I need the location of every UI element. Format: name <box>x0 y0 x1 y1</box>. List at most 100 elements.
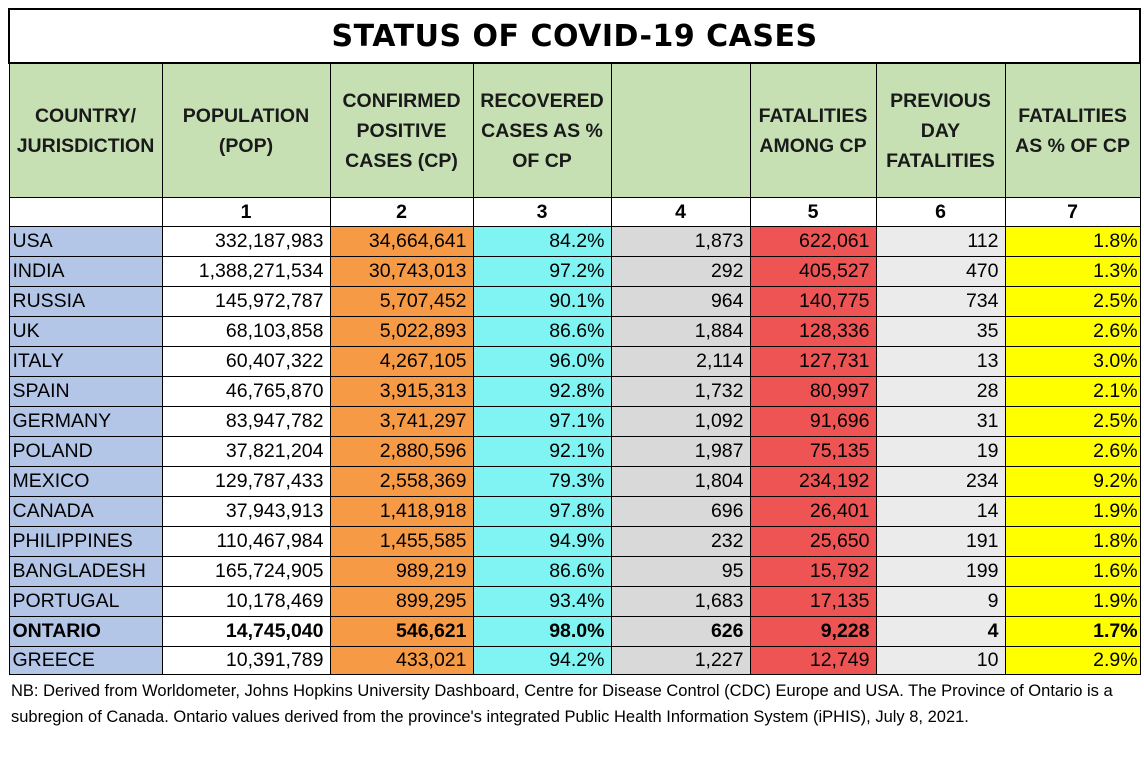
table-row: GERMANY 83,947,782 3,741,297 97.1% 1,092 91,6… <box>8 406 1141 437</box>
country-cell: USA <box>8 226 163 257</box>
column-4-cell: 232 <box>610 526 751 557</box>
previous-day-cell: 9 <box>875 586 1006 617</box>
column-4-cell: 696 <box>610 496 751 527</box>
column-number: 3 <box>472 197 612 227</box>
fatality-pct-cell: 1.9% <box>1004 586 1141 617</box>
header-country: COUNTRY/ JURISDICTION <box>8 62 163 198</box>
fatalities-cell: 25,650 <box>749 526 877 557</box>
confirmed-cell: 433,021 <box>329 646 474 675</box>
recovered-cell: 90.1% <box>472 286 612 317</box>
previous-day-cell: 19 <box>875 436 1006 467</box>
population-cell: 165,724,905 <box>161 556 331 587</box>
previous-day-cell: 13 <box>875 346 1006 377</box>
column-number: 4 <box>610 197 751 227</box>
column-4-cell: 1,804 <box>610 466 751 497</box>
confirmed-cell: 2,558,369 <box>329 466 474 497</box>
fatality-pct-cell: 2.9% <box>1004 646 1141 675</box>
country-cell: ONTARIO <box>8 616 163 647</box>
header-confirmed: CONFIRMED POSITIVE CASES (CP) <box>329 62 474 198</box>
fatalities-cell: 26,401 <box>749 496 877 527</box>
table-row: PHILIPPINES 110,467,984 1,455,585 94.9% 232 2… <box>8 526 1141 557</box>
previous-day-cell: 14 <box>875 496 1006 527</box>
previous-day-cell: 28 <box>875 376 1006 407</box>
column-number: 6 <box>875 197 1006 227</box>
fatalities-cell: 622,061 <box>749 226 877 257</box>
confirmed-cell: 1,455,585 <box>329 526 474 557</box>
table-title: STATUS OF COVID-19 CASES <box>7 8 1142 64</box>
column-4-cell: 292 <box>610 256 751 287</box>
recovered-cell: 93.4% <box>472 586 612 617</box>
fatality-pct-cell: 2.6% <box>1004 436 1141 467</box>
country-cell: SPAIN <box>8 376 163 407</box>
header-population: POPULATION (POP) <box>161 62 331 198</box>
previous-day-cell: 4 <box>875 616 1006 647</box>
confirmed-cell: 5,707,452 <box>329 286 474 317</box>
fatality-pct-cell: 1.3% <box>1004 256 1141 287</box>
table-row: POLAND 37,821,204 2,880,596 92.1% 1,987 75,13… <box>8 436 1141 467</box>
column-number <box>8 197 163 227</box>
column-4-cell: 2,114 <box>610 346 751 377</box>
column-4-cell: 1,873 <box>610 226 751 257</box>
fatality-pct-cell: 1.9% <box>1004 496 1141 527</box>
table-row: INDIA 1,388,271,534 30,743,013 97.2% 292 405,… <box>8 256 1141 287</box>
country-cell: GERMANY <box>8 406 163 437</box>
population-cell: 37,943,913 <box>161 496 331 527</box>
fatality-pct-cell: 2.1% <box>1004 376 1141 407</box>
country-cell: PHILIPPINES <box>8 526 163 557</box>
column-4-cell: 964 <box>610 286 751 317</box>
header-column-4 <box>610 62 751 198</box>
fatality-pct-cell: 1.6% <box>1004 556 1141 587</box>
table-row: RUSSIA 145,972,787 5,707,452 90.1% 964 140,77… <box>8 286 1141 317</box>
column-4-cell: 1,092 <box>610 406 751 437</box>
population-cell: 60,407,322 <box>161 346 331 377</box>
table-row: USA 332,187,983 34,664,641 84.2% 1,873 622,06… <box>8 226 1141 257</box>
column-number: 1 <box>161 197 331 227</box>
header-previous-day: PREVIOUS DAY FATALITIES <box>875 62 1006 198</box>
recovered-cell: 96.0% <box>472 346 612 377</box>
column-number-row: 1 2 3 4 5 6 7 <box>8 197 1141 227</box>
previous-day-cell: 10 <box>875 646 1006 675</box>
population-cell: 110,467,984 <box>161 526 331 557</box>
confirmed-cell: 4,267,105 <box>329 346 474 377</box>
covid-status-table-container: STATUS OF COVID-19 CASES COUNTRY/ JURISD… <box>7 8 1142 675</box>
recovered-cell: 79.3% <box>472 466 612 497</box>
recovered-cell: 97.1% <box>472 406 612 437</box>
previous-day-cell: 35 <box>875 316 1006 347</box>
previous-day-cell: 112 <box>875 226 1006 257</box>
header-fatality-pct: FATALITIES AS % OF CP <box>1004 62 1141 198</box>
previous-day-cell: 470 <box>875 256 1006 287</box>
population-cell: 83,947,782 <box>161 406 331 437</box>
recovered-cell: 98.0% <box>472 616 612 647</box>
table-row: CANADA 37,943,913 1,418,918 97.8% 696 26,401 1… <box>8 496 1141 527</box>
fatalities-cell: 12,749 <box>749 646 877 675</box>
confirmed-cell: 34,664,641 <box>329 226 474 257</box>
fatalities-cell: 80,997 <box>749 376 877 407</box>
table-body: USA 332,187,983 34,664,641 84.2% 1,873 622,06… <box>8 226 1141 675</box>
confirmed-cell: 5,022,893 <box>329 316 474 347</box>
country-cell: MEXICO <box>8 466 163 497</box>
population-cell: 68,103,858 <box>161 316 331 347</box>
column-number: 7 <box>1004 197 1141 227</box>
column-4-cell: 1,987 <box>610 436 751 467</box>
country-cell: BANGLADESH <box>8 556 163 587</box>
table-row: UK 68,103,858 5,022,893 86.6% 1,884 128,336 35… <box>8 316 1141 347</box>
population-cell: 46,765,870 <box>161 376 331 407</box>
column-number: 2 <box>329 197 474 227</box>
country-cell: UK <box>8 316 163 347</box>
fatality-pct-cell: 3.0% <box>1004 346 1141 377</box>
column-4-cell: 95 <box>610 556 751 587</box>
fatality-pct-cell: 2.5% <box>1004 406 1141 437</box>
table-row: BANGLADESH 165,724,905 989,219 86.6% 95 15,79… <box>8 556 1141 587</box>
confirmed-cell: 3,741,297 <box>329 406 474 437</box>
fatality-pct-cell: 1.7% <box>1004 616 1141 647</box>
country-cell: ITALY <box>8 346 163 377</box>
recovered-cell: 97.8% <box>472 496 612 527</box>
country-cell: INDIA <box>8 256 163 287</box>
confirmed-cell: 1,418,918 <box>329 496 474 527</box>
confirmed-cell: 989,219 <box>329 556 474 587</box>
previous-day-cell: 234 <box>875 466 1006 497</box>
recovered-cell: 86.6% <box>472 316 612 347</box>
country-cell: CANADA <box>8 496 163 527</box>
header-row: COUNTRY/ JURISDICTION POPULATION (POP) C… <box>8 62 1141 198</box>
population-cell: 14,745,040 <box>161 616 331 647</box>
